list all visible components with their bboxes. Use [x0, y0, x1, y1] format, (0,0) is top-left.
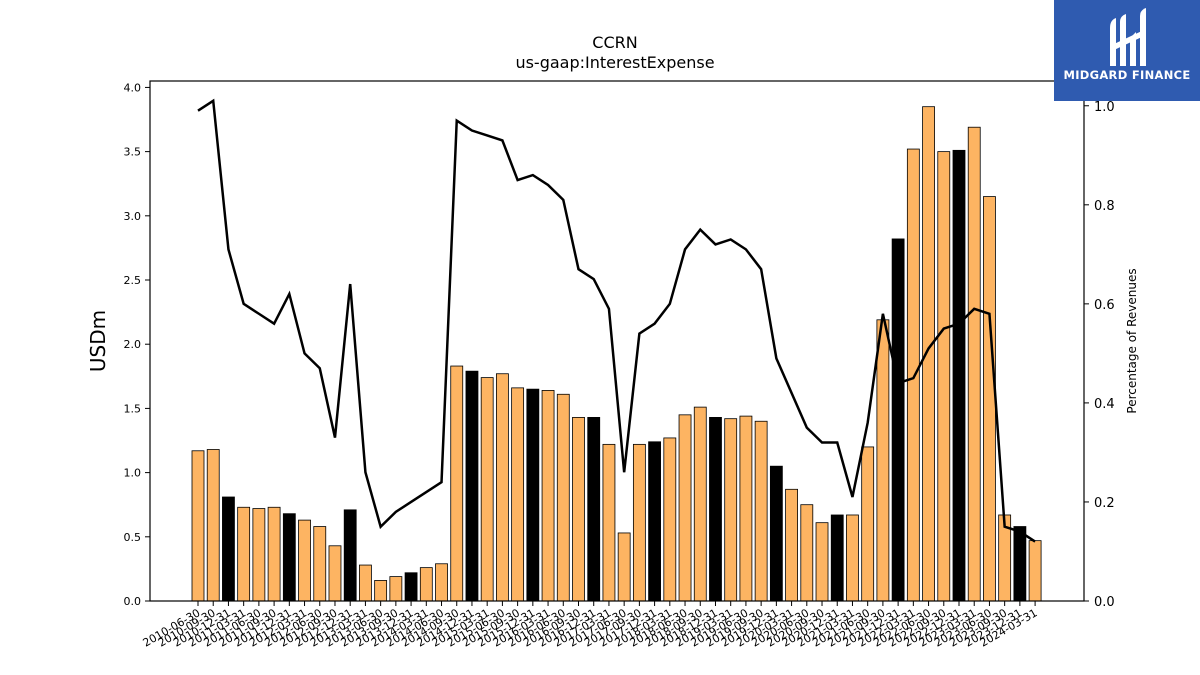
- bar: [389, 576, 403, 602]
- midgard-logo-icon: [1110, 8, 1146, 66]
- y-tick-label: 2.5: [124, 274, 142, 287]
- y2-tick-label: 0.4: [1094, 397, 1115, 412]
- bar: [754, 420, 768, 602]
- bar: [252, 508, 266, 602]
- logo-text: MIDGARD FINANCE: [1063, 68, 1191, 82]
- bar: [876, 319, 890, 602]
- bar: [724, 418, 738, 602]
- bar: [648, 441, 661, 602]
- y2-tick-label: 0.8: [1094, 199, 1115, 214]
- bar: [556, 393, 570, 602]
- bar: [769, 465, 783, 602]
- bar-series: [191, 106, 1042, 602]
- bar: [282, 513, 296, 602]
- y-tick-label: 0.0: [124, 595, 142, 608]
- bar: [861, 446, 875, 602]
- y-tick-label: 1.5: [124, 402, 142, 415]
- plot-frame: [149, 80, 1085, 602]
- bar: [709, 416, 722, 602]
- bar: [419, 567, 433, 602]
- bar: [617, 532, 631, 602]
- revenue-pct-line: [197, 98, 1036, 543]
- bar: [328, 545, 342, 602]
- chart-subtitle: us-gaap:InterestExpense: [515, 53, 714, 72]
- bar: [435, 563, 448, 602]
- bar: [511, 387, 525, 602]
- bar: [450, 365, 464, 602]
- y-tick-label: 3.0: [124, 210, 142, 223]
- bar: [541, 390, 555, 602]
- bar: [800, 504, 814, 602]
- bar: [906, 148, 920, 602]
- bar: [222, 496, 235, 602]
- y2-tick-label: 0.6: [1094, 298, 1115, 313]
- y-axis-label: USDm: [86, 310, 110, 372]
- y-axis: 0.0 0.5 1.0 1.5 2.0 2.5 3.0 3.5 4.0: [124, 81, 150, 608]
- bar: [693, 406, 707, 602]
- line-series: [197, 98, 1036, 543]
- bar: [983, 196, 996, 602]
- bar: [359, 564, 372, 602]
- bar: [891, 238, 905, 602]
- bar: [465, 370, 479, 602]
- bar: [785, 488, 798, 602]
- bar: [632, 443, 646, 602]
- bar: [815, 522, 829, 602]
- bar: [374, 580, 388, 602]
- bar: [739, 415, 753, 602]
- bar: [206, 449, 220, 602]
- bar: [967, 126, 981, 602]
- bar: [830, 514, 844, 602]
- bar: [922, 106, 935, 602]
- brand-logo: MIDGARD FINANCE: [1054, 0, 1200, 101]
- bar: [846, 514, 859, 602]
- bar: [237, 506, 251, 602]
- bar: [937, 151, 951, 602]
- bar: [1013, 526, 1027, 602]
- bar: [663, 437, 677, 602]
- y2-tick-label: 0.0: [1094, 595, 1115, 610]
- x-axis: 2010-06-302010-09-302010-12-312011-03-31…: [141, 601, 1040, 650]
- bar: [526, 388, 540, 602]
- bar: [602, 443, 616, 602]
- bar: [343, 509, 357, 602]
- bar: [952, 149, 966, 602]
- bar: [572, 416, 585, 602]
- y-tick-label: 2.0: [124, 338, 142, 351]
- bar: [495, 373, 509, 602]
- y2-axis-label: Percentage of Revenues: [1125, 268, 1139, 413]
- bar: [480, 377, 494, 602]
- bar: [298, 519, 311, 602]
- bar: [587, 416, 601, 602]
- bar: [267, 506, 281, 602]
- y-tick-label: 0.5: [124, 531, 142, 544]
- bar: [678, 414, 692, 602]
- y2-axis: 0.0 0.2 0.4 0.6 0.8 1.0: [1084, 100, 1115, 610]
- y2-tick-label: 0.2: [1094, 496, 1115, 511]
- y2-tick-label: 1.0: [1094, 100, 1115, 115]
- bar: [191, 450, 205, 602]
- y-tick-label: 4.0: [124, 81, 142, 94]
- chart-title: CCRN: [592, 33, 637, 52]
- y-tick-label: 3.5: [124, 146, 142, 159]
- bar: [1028, 540, 1042, 602]
- bar: [404, 572, 418, 602]
- bar: [313, 526, 327, 602]
- y-tick-label: 1.0: [124, 467, 142, 480]
